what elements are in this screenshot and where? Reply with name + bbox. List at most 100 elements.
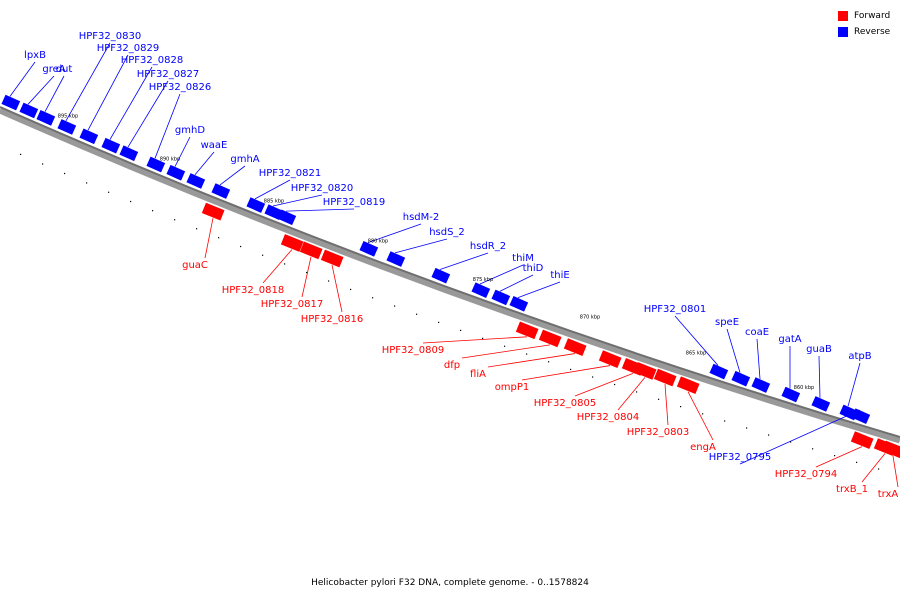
- reverse-gene-4: [79, 128, 99, 145]
- reverse-gene-label-25: atpB: [848, 351, 871, 362]
- minor-tick: [724, 420, 726, 422]
- reverse-gene-label-11: HPF32_0821: [259, 168, 321, 179]
- forward-gene-6: [563, 338, 587, 356]
- scale-label-4: 875 kbp: [473, 277, 493, 283]
- minor-tick: [570, 368, 572, 371]
- forward-leader-0: [204, 217, 214, 259]
- reverse-gene-16: [431, 267, 451, 284]
- minor-tick: [416, 313, 418, 315]
- reverse-gene-label-17: thiM: [512, 253, 534, 264]
- gene-features: [1, 94, 900, 459]
- minor-tick: [350, 288, 352, 291]
- minor-tick: [746, 427, 748, 429]
- reverse-gene-0: [1, 94, 21, 111]
- minor-tick: [548, 361, 550, 363]
- forward-gene-label-9: HPF32_0804: [577, 412, 639, 423]
- reverse-gene-label-10: gmhA: [230, 154, 259, 165]
- reverse-leader-18: [499, 274, 534, 292]
- forward-leader-2: [301, 256, 312, 298]
- reverse-leader-13: [285, 208, 355, 212]
- minor-tick: [702, 413, 704, 415]
- minor-tick: [812, 448, 814, 450]
- scale-label-6: 865 kbp: [686, 350, 706, 356]
- minor-tick: [262, 254, 264, 256]
- reverse-gene-label-5: HPF32_0828: [121, 55, 183, 66]
- reverse-gene-17: [471, 282, 491, 299]
- reverse-gene-label-4: HPF32_0829: [97, 43, 159, 54]
- minor-tick: [152, 210, 154, 212]
- reverse-gene-label-3: HPF32_0830: [79, 31, 141, 42]
- forward-gene-0: [201, 202, 225, 221]
- legend-reverse-label: Reverse: [854, 27, 891, 37]
- reverse-gene-19: [509, 295, 529, 312]
- minor-tick: [438, 321, 440, 323]
- minor-tick: [64, 172, 66, 175]
- reverse-gene-18: [491, 289, 511, 306]
- reverse-gene-label-12: HPF32_0820: [291, 183, 353, 194]
- reverse-gene-24: [811, 396, 831, 412]
- reverse-gene-9: [186, 173, 206, 189]
- forward-gene-label-5: dfp: [444, 360, 460, 371]
- forward-gene-label-7: ompP1: [495, 382, 530, 393]
- minor-tick: [196, 228, 198, 230]
- forward-leader-8: [574, 372, 634, 397]
- minor-tick: [284, 263, 286, 265]
- reverse-leader-7: [154, 93, 181, 159]
- reverse-gene-label-18: thiD: [523, 263, 544, 274]
- reverse-swatch: [838, 27, 848, 37]
- forward-gene-label-6: fliA: [470, 369, 486, 380]
- reverse-leader-17: [479, 264, 524, 285]
- reverse-leader-20: [674, 315, 719, 366]
- forward-gene-10: [653, 368, 677, 387]
- forward-gene-14: [881, 440, 900, 459]
- minor-tick: [504, 345, 506, 347]
- forward-gene-label-11: engA: [690, 442, 716, 453]
- forward-gene-7: [598, 350, 622, 368]
- reverse-gene-8: [166, 164, 186, 181]
- forward-gene-label-1: HPF32_0818: [222, 285, 284, 296]
- forward-gene-label-12: HPF32_0794: [775, 469, 837, 480]
- minor-tick: [306, 271, 308, 274]
- reverse-gene-label-21: speE: [715, 317, 739, 328]
- forward-leader-4: [422, 336, 528, 344]
- forward-gene-label-8: HPF32_0805: [534, 398, 596, 409]
- forward-gene-label-2: HPF32_0817: [261, 299, 323, 310]
- reverse-gene-2: [36, 110, 56, 126]
- minor-tick: [592, 376, 594, 378]
- backbone-line: [0, 106, 900, 444]
- reverse-gene-label-19: thiE: [550, 270, 569, 281]
- reverse-gene-13: [277, 209, 297, 226]
- forward-leader-9: [617, 377, 646, 411]
- minor-tick: [460, 329, 462, 332]
- reverse-gene-23: [781, 386, 801, 403]
- reverse-leader-25: [847, 362, 861, 407]
- minor-tick: [174, 219, 176, 221]
- minor-tick: [86, 182, 88, 184]
- forward-leader-12: [815, 446, 863, 468]
- reverse-leader-10: [219, 165, 246, 186]
- gene-labels: lpxBgreAdutHPF32_0830HPF32_0829HPF32_082…: [9, 31, 898, 500]
- reverse-leader-0: [9, 61, 36, 97]
- reverse-gene-11: [246, 197, 266, 213]
- reverse-leader-16: [439, 252, 489, 270]
- minor-tick: [42, 163, 44, 165]
- reverse-gene-label-23: gatA: [778, 334, 801, 345]
- forward-gene-3: [320, 249, 344, 268]
- minor-tick: [130, 200, 132, 203]
- reverse-leader-8: [174, 136, 191, 167]
- reverse-gene-label-20: HPF32_0801: [644, 304, 706, 315]
- reverse-leader-4: [87, 54, 129, 131]
- backbone-edge: [0, 106, 900, 438]
- genome-caption: Helicobacter pylori F32 DNA, complete ge…: [311, 578, 589, 588]
- reverse-gene-21: [731, 370, 751, 387]
- minor-tick: [658, 398, 660, 400]
- minor-tick: [636, 391, 638, 393]
- reverse-gene-label-9: waaE: [201, 140, 228, 151]
- forward-gene-1: [280, 234, 304, 252]
- forward-gene-label-4: HPF32_0809: [382, 345, 444, 356]
- reverse-gene-label-26: HPF32_0795: [709, 452, 771, 463]
- reverse-gene-label-1: greA: [42, 64, 65, 75]
- scale-label-5: 870 kbp: [580, 315, 600, 321]
- minor-tick: [218, 237, 220, 239]
- forward-leader-1: [262, 249, 293, 284]
